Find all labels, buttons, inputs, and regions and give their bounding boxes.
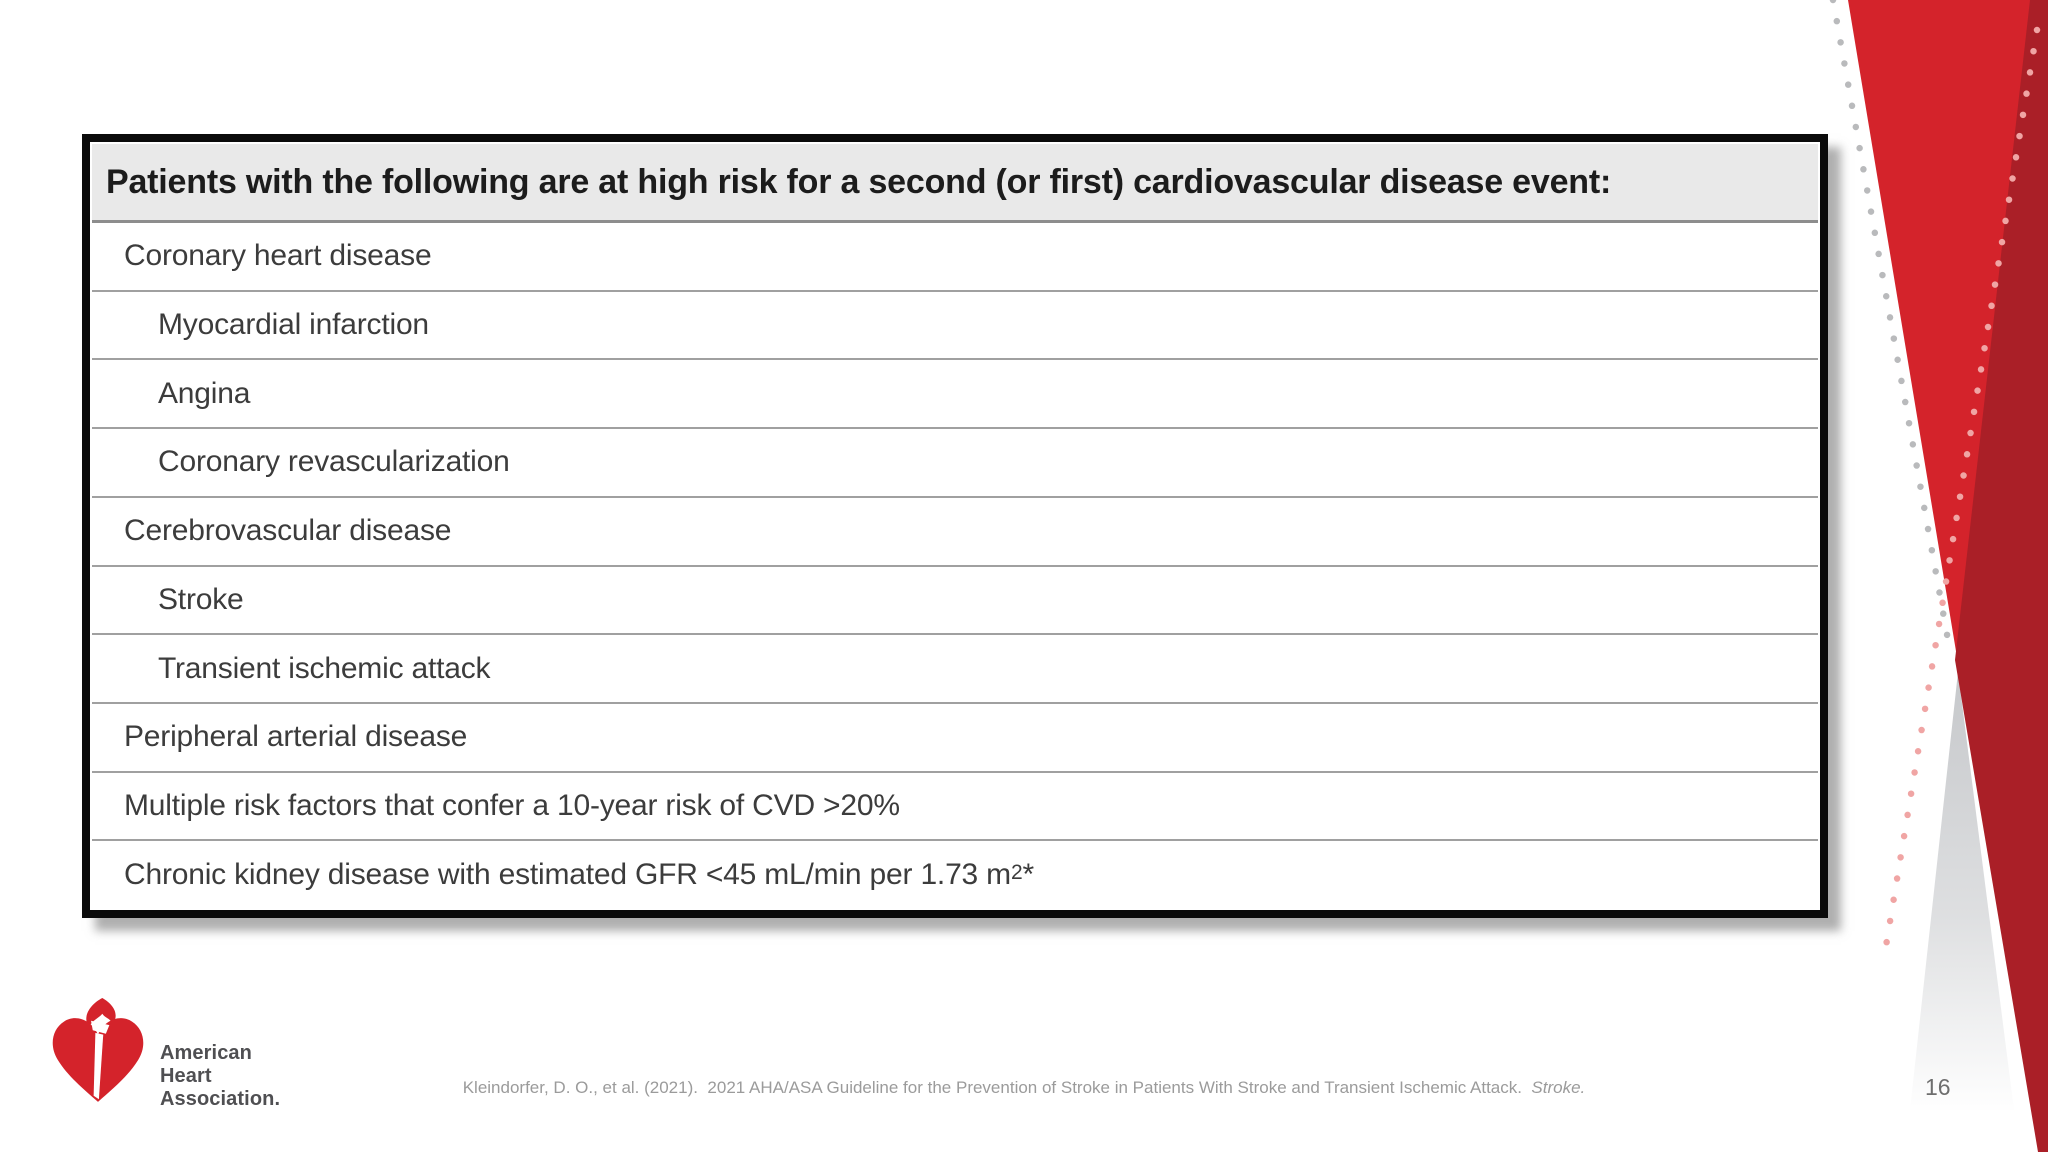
citation-text: Kleindorfer, D. O., et al. (2021). 2021 … — [462, 1078, 1532, 1097]
logo-line-association: Association. — [160, 1088, 281, 1110]
row-superscript: 2 — [1010, 860, 1023, 884]
logo-line-heart: Heart — [160, 1065, 212, 1087]
table-row: Coronary heart disease — [92, 223, 1818, 292]
row-label: Cerebrovascular disease — [124, 514, 452, 548]
citation: Kleindorfer, D. O., et al. (2021). 2021 … — [0, 1078, 2048, 1098]
table-header: Patients with the following are at high … — [92, 144, 1818, 223]
table-row: Cerebrovascular disease — [92, 498, 1818, 567]
table-row: Myocardial infarction — [92, 292, 1818, 361]
table-row: Chronic kidney disease with estimated GF… — [92, 841, 1818, 908]
red-wedge-dark — [1955, 0, 2048, 1152]
row-label: Multiple risk factors that confer a 10-y… — [124, 788, 900, 822]
logo-line-american: American — [160, 1042, 252, 1064]
row-label: Stroke — [158, 582, 244, 616]
aha-logo: American Heart Association. — [50, 992, 280, 1114]
table-row: Coronary revascularization — [92, 429, 1818, 498]
row-label: Coronary heart disease — [124, 239, 432, 273]
row-label: Myocardial infarction — [158, 308, 429, 342]
citation-journal: Stroke. — [1531, 1078, 1586, 1097]
row-suffix: * — [1022, 857, 1034, 891]
gray-wedge — [1910, 672, 2014, 1110]
table-row: Peripheral arterial disease — [92, 704, 1818, 773]
heart-torch-icon — [52, 998, 144, 1102]
red-ribbon-graphic — [1829, 0, 2048, 1152]
row-label: Transient ischemic attack — [158, 651, 491, 685]
row-label: Chronic kidney disease with estimated GF… — [124, 857, 1011, 891]
table-row: Angina — [92, 360, 1818, 430]
page-number: 16 — [1925, 1074, 1951, 1100]
table-rows: Coronary heart disease Myocardial infarct… — [92, 223, 1818, 908]
aha-logo-text: American Heart Association. — [160, 1042, 280, 1114]
table-row: Transient ischemic attack — [92, 635, 1818, 704]
risk-table: Patients with the following are at high … — [82, 134, 1828, 918]
table-row: Stroke — [92, 567, 1818, 636]
row-label: Angina — [158, 376, 251, 410]
row-label: Peripheral arterial disease — [124, 720, 468, 754]
dotted-line-gray — [1829, 0, 1952, 644]
row-label: Coronary revascularization — [158, 445, 510, 479]
table-row: Multiple risk factors that confer a 10-y… — [92, 773, 1818, 842]
